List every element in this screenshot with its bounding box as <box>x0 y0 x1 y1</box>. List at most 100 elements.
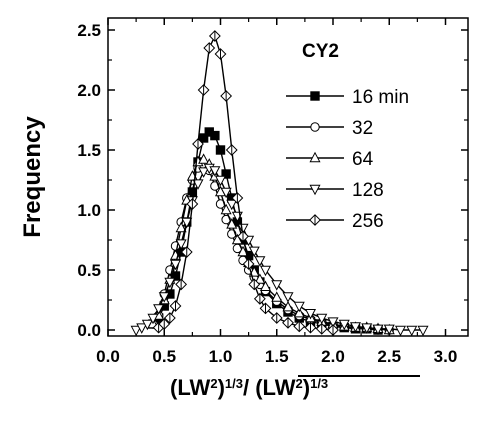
data-point <box>248 246 260 258</box>
data-point <box>169 300 182 312</box>
x-tick-label: 2.0 <box>321 347 345 366</box>
data-point <box>192 138 204 150</box>
data-point <box>214 48 227 60</box>
chart-title: CY2 <box>302 41 339 62</box>
legend-label: 64 <box>352 149 374 170</box>
series-line <box>152 131 379 331</box>
data-point <box>248 278 261 291</box>
data-point <box>186 198 199 210</box>
data-point <box>175 221 187 233</box>
data-point <box>231 192 244 204</box>
data-point <box>270 312 283 324</box>
series-layer <box>130 30 429 337</box>
data-point <box>181 217 193 229</box>
data-point <box>271 280 283 291</box>
x-tick-label: 0.5 <box>152 347 176 366</box>
x-tick-label: 2.5 <box>377 347 401 366</box>
data-point <box>394 325 407 337</box>
data-point <box>226 199 238 211</box>
legend-marker <box>309 151 321 163</box>
y-axis-label: Frequency <box>19 116 46 238</box>
data-point <box>221 169 231 179</box>
series-4 <box>152 30 339 336</box>
y-tick-label: 1.0 <box>77 201 101 220</box>
data-point <box>293 320 306 333</box>
data-point <box>242 258 255 270</box>
data-point <box>220 187 232 199</box>
legend-label: 256 <box>352 211 384 232</box>
legend-marker <box>310 91 320 101</box>
data-point <box>180 246 193 258</box>
data-point <box>153 304 165 315</box>
legend-label: 128 <box>352 180 384 201</box>
data-point <box>237 230 249 243</box>
data-point <box>327 317 339 328</box>
data-point <box>198 153 210 164</box>
data-point <box>372 324 384 336</box>
y-tick-label: 2.0 <box>77 81 101 100</box>
data-point <box>214 175 227 187</box>
data-point <box>208 30 221 42</box>
data-point <box>175 278 188 291</box>
legend-label: 32 <box>352 118 373 139</box>
data-point <box>225 144 238 156</box>
data-point <box>282 292 294 303</box>
data-point <box>293 301 305 313</box>
data-point <box>147 313 159 325</box>
data-point <box>327 324 339 336</box>
data-point <box>338 319 350 331</box>
x-tick-label: 1.5 <box>265 347 289 366</box>
data-point <box>169 259 182 271</box>
data-point <box>141 319 153 331</box>
data-point <box>349 322 362 333</box>
data-point <box>136 323 148 334</box>
data-point <box>282 316 294 329</box>
data-point <box>198 133 209 143</box>
data-point <box>259 302 272 315</box>
data-point <box>254 273 266 284</box>
data-point <box>164 277 176 289</box>
y-tick-label: 0.5 <box>77 261 101 280</box>
legend-marker <box>310 122 320 132</box>
y-tick-label: 2.5 <box>77 21 101 40</box>
data-point <box>259 265 272 277</box>
data-point <box>293 306 305 318</box>
data-point <box>315 322 328 335</box>
x-axis-label: (LW2)1/3/ (LW2)1/3 <box>170 375 328 400</box>
data-point <box>220 90 233 102</box>
data-point <box>192 179 204 190</box>
data-point <box>383 324 395 336</box>
y-tick-label: 1.5 <box>77 141 101 160</box>
data-point <box>361 323 373 334</box>
data-point <box>203 42 216 54</box>
data-point <box>226 218 238 229</box>
data-point <box>304 309 317 320</box>
data-point <box>175 239 187 250</box>
legend-label: 16 min <box>352 87 409 108</box>
data-point <box>406 325 418 337</box>
data-point <box>231 233 243 245</box>
legend-marker <box>309 184 321 196</box>
x-tick-label: 3.0 <box>434 347 458 366</box>
data-point <box>210 130 220 141</box>
x-tick-label: 1.0 <box>209 347 233 366</box>
data-point <box>271 291 283 302</box>
data-point <box>254 256 266 267</box>
data-point <box>197 84 210 96</box>
plot-frame <box>107 17 469 337</box>
data-point <box>130 325 142 337</box>
legend: 16 min 32 64 128 256 <box>286 87 409 232</box>
x-tick-label: 0.0 <box>96 347 120 366</box>
data-point <box>417 325 429 337</box>
data-point <box>253 292 266 305</box>
legend-marker <box>309 214 321 226</box>
data-point <box>316 313 328 325</box>
data-point <box>215 145 226 155</box>
data-point <box>158 292 170 303</box>
data-point <box>282 300 294 312</box>
y-tick-label: 0.0 <box>77 321 101 340</box>
data-point <box>237 223 249 235</box>
data-point <box>220 203 232 215</box>
data-point <box>158 318 171 330</box>
